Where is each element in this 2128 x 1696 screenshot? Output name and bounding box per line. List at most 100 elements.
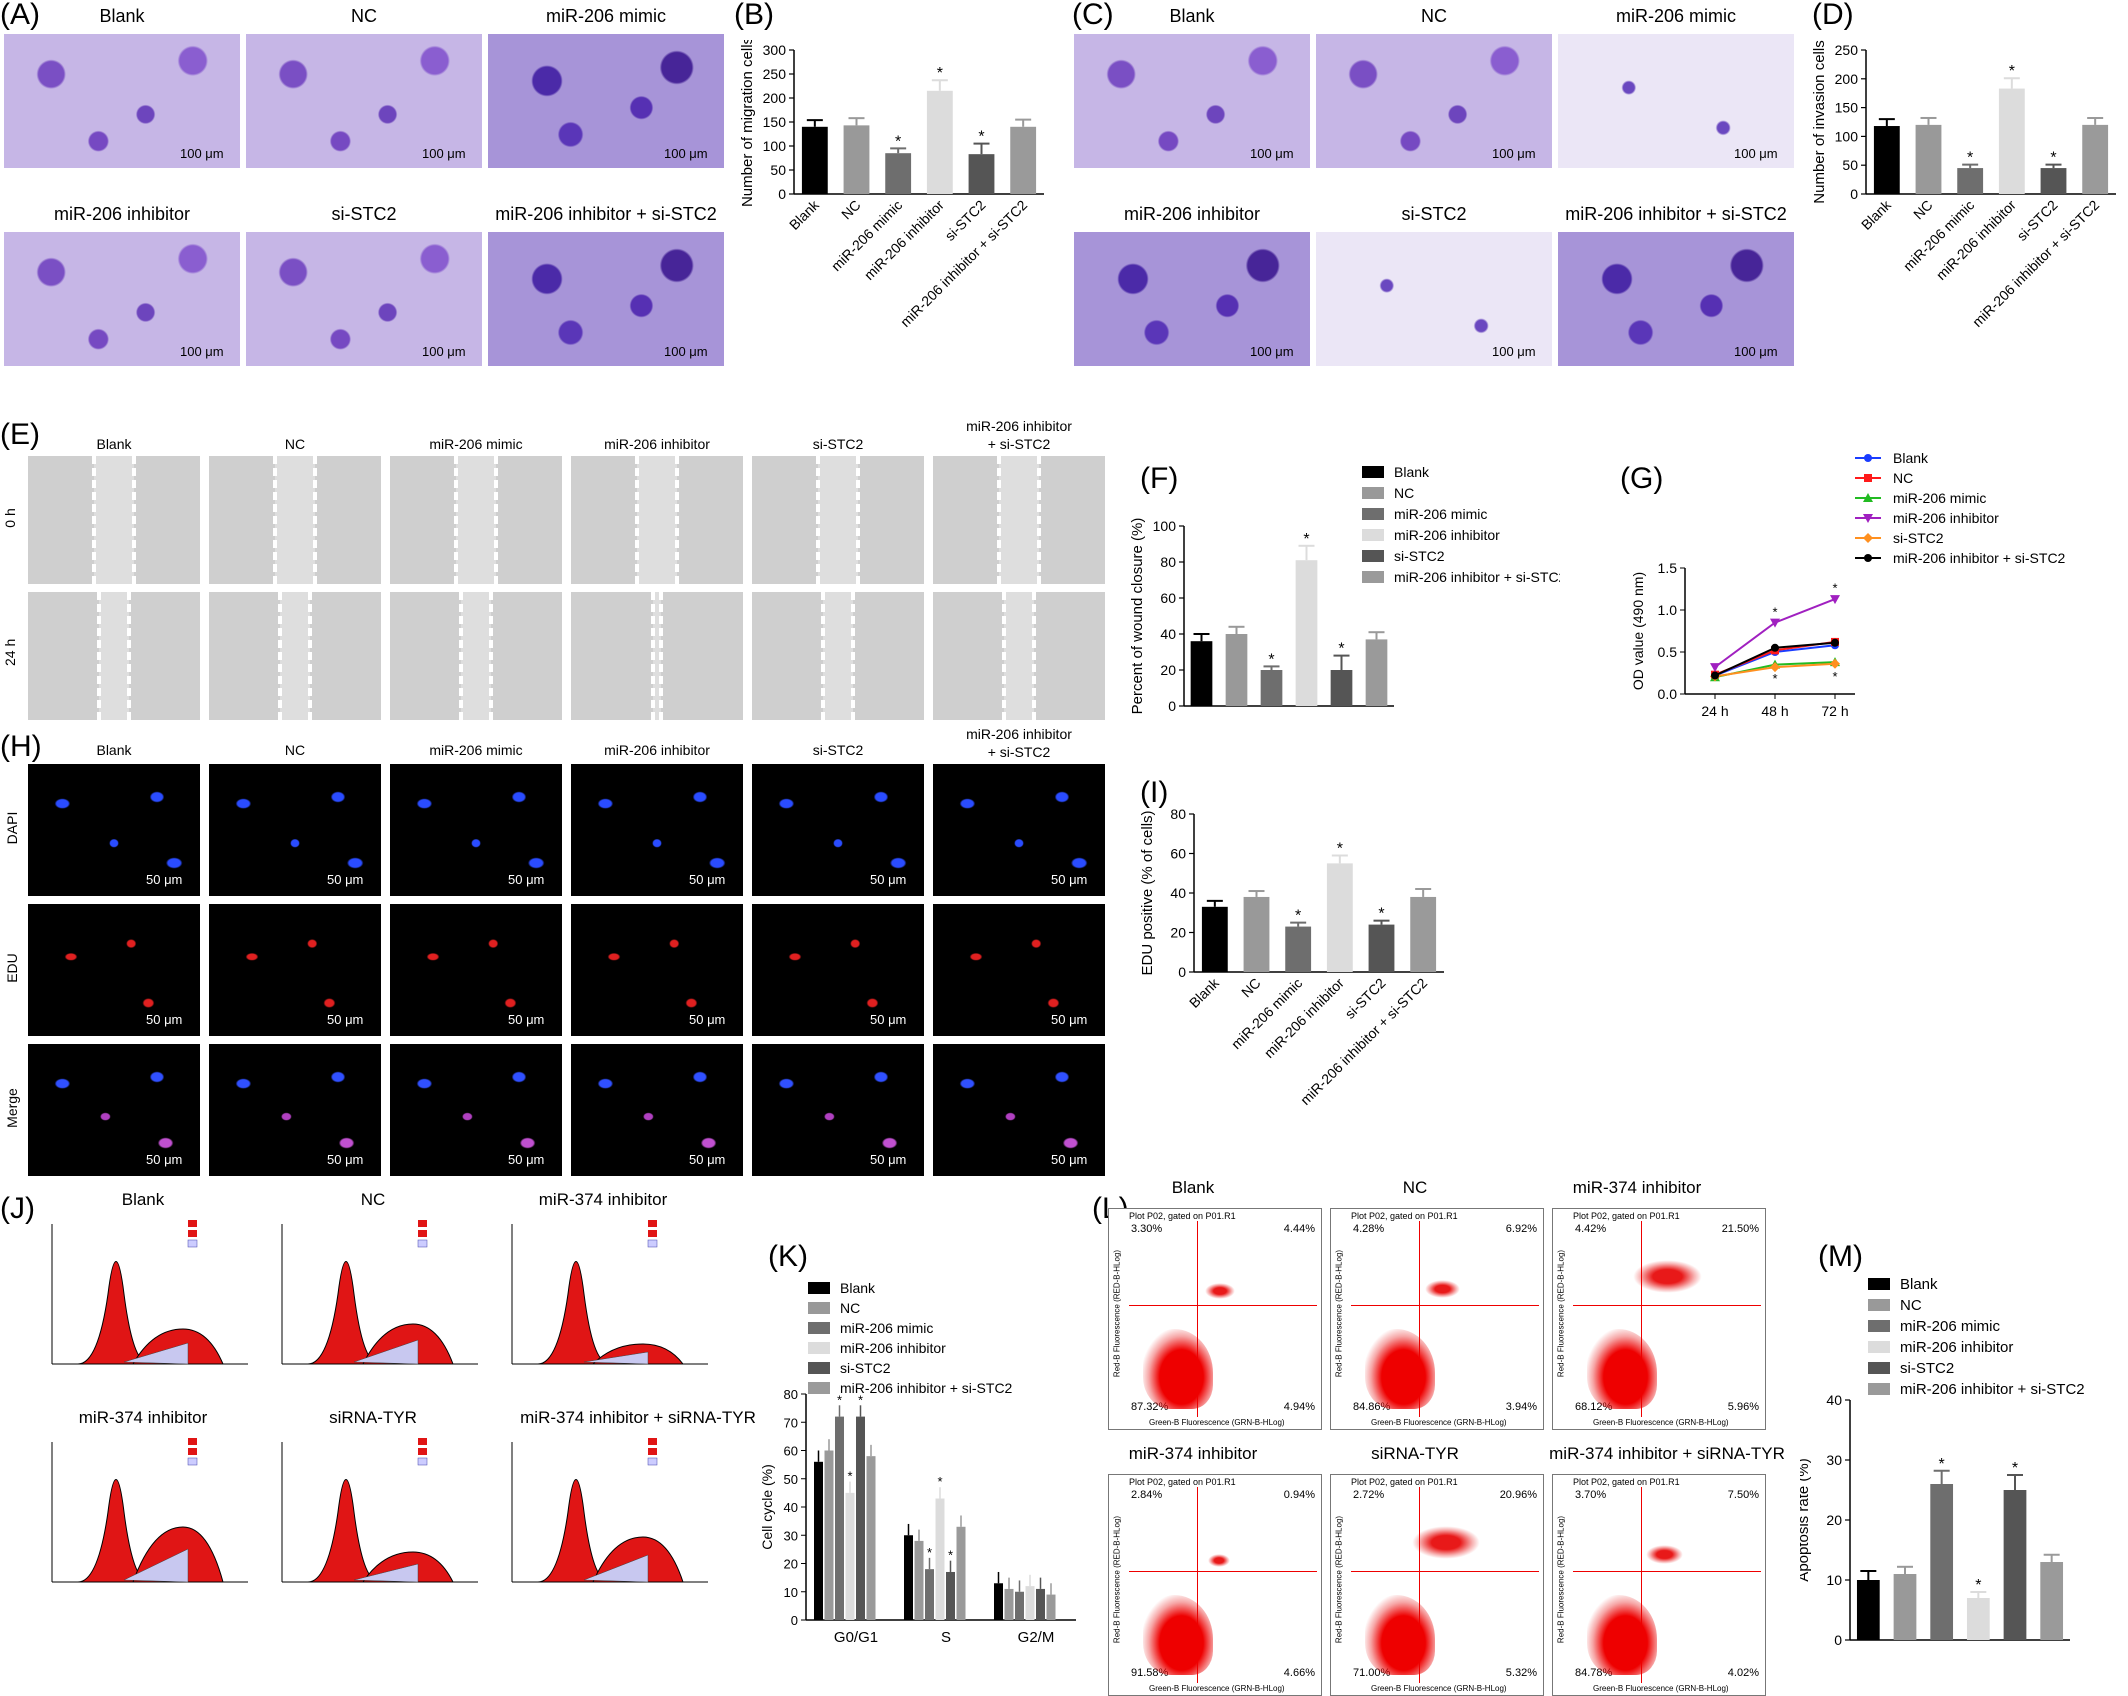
- legend-item: miR-206 mimic: [1855, 490, 1986, 506]
- scale-bar-label: 100 μm: [1734, 344, 1778, 359]
- legend-label: miR-206 inhibitor + si-STC2: [1900, 1381, 2085, 1398]
- quadrant-upper-right: 4.44%: [1283, 1223, 1315, 1235]
- legend-swatch: [1362, 487, 1384, 499]
- bar: [914, 1540, 924, 1620]
- flow-y-axis-label: Red-B Fluorescence (RED-B-HLog): [1112, 1515, 1122, 1644]
- tile-title: si-STC2: [1401, 204, 1467, 224]
- panel-letter-i: (I): [1140, 776, 1169, 809]
- significance-star: *: [978, 129, 984, 146]
- wound-edge: [856, 456, 860, 584]
- bar: [1410, 896, 1437, 972]
- micrograph-tile: 100 μm: [1074, 34, 1310, 168]
- tile-title: NC: [1421, 6, 1447, 26]
- wound-gap: [461, 592, 491, 720]
- y-tick-label: 60: [1170, 846, 1186, 862]
- y-tick-label: 200: [763, 90, 787, 106]
- legend-label: si-STC2: [1900, 1360, 1954, 1377]
- gate-vertical-line: [1197, 1221, 1198, 1417]
- quadrant-upper-left: 3.70%: [1575, 1489, 1607, 1501]
- bar: [956, 1526, 966, 1620]
- y-tick-label: 60: [1160, 590, 1176, 606]
- panel-letter-k: (K): [768, 1240, 808, 1273]
- wound-edge: [454, 456, 458, 584]
- quadrant-lower-right: 3.94%: [1505, 1401, 1537, 1413]
- fluor-column-title: miR-206 mimic: [429, 742, 523, 758]
- significance-star: *: [895, 133, 901, 150]
- cell-population-apoptotic: [1424, 1279, 1461, 1299]
- bar: [885, 153, 912, 194]
- flow-plot-header: Plot P02, gated on P01.R1: [1351, 1211, 1458, 1221]
- chart-g: 0.0 0.5 1.0 1.5 24 h 48 h 72 h OD value (490 nm…: [1630, 450, 2066, 719]
- bar: [824, 1450, 834, 1620]
- legend-label: si-STC2: [1893, 530, 1944, 546]
- flow-plot-header: Plot P02, gated on P01.R1: [1129, 1211, 1236, 1221]
- quadrant-upper-left: 2.84%: [1131, 1489, 1163, 1501]
- tile-title: Blank: [99, 6, 145, 26]
- wound-gap: [94, 456, 134, 584]
- flow-title: miR-374 inhibitor: [1572, 1178, 1702, 1197]
- wound-edge: [489, 592, 493, 720]
- micrograph-tile: 100 μm: [4, 232, 240, 366]
- y-tick-label: 200: [1835, 71, 1859, 87]
- scratch-image: [752, 456, 924, 584]
- line-series: [1711, 638, 1839, 680]
- y-tick-label: 40: [1160, 626, 1176, 642]
- wound-edge: [278, 592, 282, 720]
- fluor-row-label: EDU: [4, 953, 20, 983]
- bar: [994, 1583, 1003, 1620]
- legend-label: Blank: [1893, 450, 1929, 466]
- cell-cycle-histogram: [51, 1438, 248, 1583]
- y-tick-label: 0: [778, 186, 786, 202]
- scale-bar-label: 50 μm: [689, 1152, 726, 1167]
- legend-swatch: [1362, 529, 1384, 541]
- micrograph-tile: 100 μm: [1074, 232, 1310, 366]
- bar: [1368, 924, 1395, 972]
- cell-cycle-histogram: [511, 1220, 708, 1365]
- fluorescence-image: 50 μm: [571, 1044, 743, 1176]
- significance-star: *: [1975, 1577, 1981, 1594]
- panel-letter-a: (A): [0, 0, 40, 31]
- legend-item: miR-206 inhibitor + si-STC2: [1855, 550, 2066, 566]
- y-axis-label: Apoptosis rate (%): [1800, 1458, 1812, 1581]
- legend-swatch: [1362, 571, 1384, 583]
- flow-cytometry-plot: Plot P02, gated on P01.R1 2.84% 0.94% 91.58…: [1108, 1474, 1322, 1696]
- y-tick-label: 40: [784, 1500, 798, 1515]
- flow-title: NC: [1402, 1178, 1428, 1197]
- y-tick-label: 300: [763, 42, 787, 58]
- significance-star: *: [858, 1392, 863, 1407]
- fluor-column-title: + si-STC2: [987, 744, 1051, 760]
- gate-vertical-line: [1419, 1487, 1420, 1683]
- wound-edge: [851, 592, 855, 720]
- scale-bar-label: 100 μm: [422, 146, 466, 161]
- legend-label: Blank: [840, 1280, 876, 1296]
- tile-title: miR-206 inhibitor + si-STC2: [1565, 204, 1787, 224]
- quadrant-lower-right: 4.66%: [1283, 1667, 1315, 1679]
- histogram-title: miR-374 inhibitor + siRNA-TYR: [520, 1408, 756, 1427]
- significance-star: *: [1772, 605, 1777, 620]
- legend-item: miR-206 inhibitor: [1855, 510, 1999, 526]
- cell-population-live: [1587, 1329, 1657, 1409]
- y-tick-label: 70: [784, 1415, 798, 1430]
- legend-swatch: [808, 1382, 830, 1394]
- fluor-column-title: miR-206 inhibitor: [604, 742, 710, 758]
- flow-x-axis-label: Green-B Fluorescence (GRN-B-HLog): [1371, 1418, 1507, 1427]
- significance-star: *: [1268, 651, 1274, 668]
- micrograph-tile: 100 μm: [4, 34, 240, 168]
- chart-b: 0 50 100 150 200 250 300 Number of migration ce…: [739, 40, 1044, 330]
- wound-gap: [818, 456, 858, 584]
- scratch-column-title: miR-206 mimic: [429, 436, 523, 452]
- histogram-title: siRNA-TYR: [329, 1408, 417, 1427]
- legend-label: miR-206 inhibitor: [1394, 527, 1500, 543]
- bar: [1873, 126, 1900, 194]
- scratch-image: [390, 456, 562, 584]
- x-tick-label: miR-206 inhibitor: [861, 197, 947, 283]
- significance-star: *: [1303, 531, 1309, 548]
- scale-bar-label: 50 μm: [146, 872, 183, 887]
- panel-letter-d: (D): [1812, 0, 1854, 31]
- bar: [1326, 863, 1353, 972]
- y-tick-label: 1.5: [1658, 560, 1678, 576]
- significance-star: *: [937, 1474, 942, 1489]
- micrograph-tile: 100 μm: [1558, 34, 1794, 168]
- y-axis: 0 50 100 150 200 250 300: [763, 42, 795, 202]
- quadrant-upper-left: 4.28%: [1353, 1223, 1385, 1235]
